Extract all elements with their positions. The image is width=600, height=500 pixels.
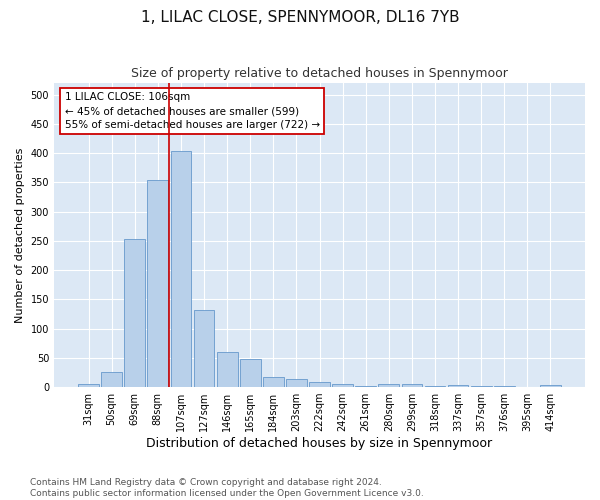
Title: Size of property relative to detached houses in Spennymoor: Size of property relative to detached ho… [131,68,508,80]
Y-axis label: Number of detached properties: Number of detached properties [15,148,25,323]
Bar [217,352,238,387]
Bar [355,386,376,387]
Bar [124,239,145,387]
Bar [540,386,561,387]
Bar [332,384,353,387]
Bar [240,359,260,387]
Bar [401,384,422,387]
X-axis label: Distribution of detached houses by size in Spennymoor: Distribution of detached houses by size … [146,437,493,450]
Bar [448,384,469,387]
Bar [194,310,214,387]
Bar [379,384,399,387]
Text: 1, LILAC CLOSE, SPENNYMOOR, DL16 7YB: 1, LILAC CLOSE, SPENNYMOOR, DL16 7YB [140,10,460,25]
Bar [471,386,491,387]
Bar [170,152,191,387]
Text: Contains HM Land Registry data © Crown copyright and database right 2024.
Contai: Contains HM Land Registry data © Crown c… [30,478,424,498]
Text: 1 LILAC CLOSE: 106sqm
← 45% of detached houses are smaller (599)
55% of semi-det: 1 LILAC CLOSE: 106sqm ← 45% of detached … [65,92,320,130]
Bar [263,376,284,387]
Bar [425,386,445,387]
Bar [286,379,307,387]
Bar [148,180,168,387]
Bar [78,384,99,387]
Bar [101,372,122,387]
Bar [309,382,330,387]
Bar [494,386,515,387]
